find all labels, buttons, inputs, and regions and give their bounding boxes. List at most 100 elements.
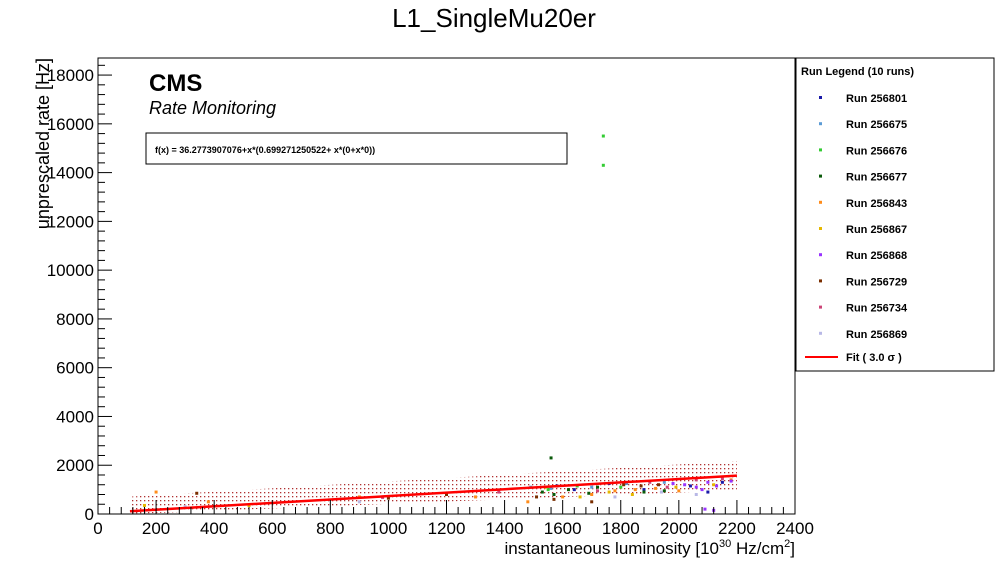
data-point — [572, 488, 576, 492]
y-tick-label: 8000 — [56, 310, 94, 329]
legend-marker — [819, 253, 822, 257]
data-point — [694, 478, 698, 482]
data-point — [665, 485, 669, 489]
data-point — [566, 488, 570, 492]
y-axis-title: unprescaled rate [Hz] — [33, 58, 53, 229]
fit-formula: f(x) = 36.2773907076+x*(0.699271250522+ … — [155, 145, 375, 155]
data-point — [154, 490, 158, 494]
data-point — [720, 480, 724, 484]
data-point — [474, 495, 478, 499]
legend-entry-label: Run 256676 — [846, 145, 907, 157]
data-point — [601, 134, 605, 138]
x-axis-title-close: ] — [790, 539, 795, 558]
x-axis-title-unit-exp: 2 — [784, 538, 790, 550]
legend-entry-label: Run 256868 — [846, 250, 907, 262]
data-point — [596, 489, 600, 493]
y-tick-label: 16000 — [47, 115, 94, 134]
x-tick-label: 2000 — [660, 519, 698, 538]
data-point — [688, 484, 692, 488]
data-point — [654, 486, 658, 490]
data-point — [625, 482, 629, 486]
data-point — [590, 500, 594, 504]
legend-fit-label: Fit ( 3.0 σ ) — [846, 352, 902, 364]
legend-entry-label: Run 256869 — [846, 329, 907, 341]
data-point — [703, 507, 707, 511]
x-tick-label: 600 — [258, 519, 286, 538]
data-point — [706, 490, 710, 494]
legend-marker — [819, 148, 822, 152]
data-point — [386, 496, 390, 500]
data-point — [648, 480, 652, 484]
data-point — [662, 489, 666, 493]
data-point — [546, 488, 550, 492]
data-point — [590, 492, 594, 496]
data-point — [659, 490, 663, 494]
legend-entry-label: Run 256734 — [846, 303, 908, 315]
x-axis-title-unit: Hz/cm — [731, 539, 784, 558]
data-point — [195, 491, 199, 495]
x-tick-label: 200 — [142, 519, 170, 538]
data-point — [715, 484, 719, 488]
data-point — [552, 497, 556, 501]
y-tick-label: 14000 — [47, 164, 94, 183]
x-tick-label: 1200 — [428, 519, 466, 538]
legend-entry-label: Run 256677 — [846, 172, 907, 184]
y-tick-label: 6000 — [56, 359, 94, 378]
data-point — [540, 490, 544, 494]
data-point — [497, 490, 501, 494]
x-axis-title: instantaneous luminosity [1030 Hz/cm2] — [504, 538, 795, 558]
data-point — [633, 488, 637, 492]
data-point — [596, 485, 600, 489]
y-tick-label: 10000 — [47, 261, 94, 280]
plot-frame — [97, 57, 796, 515]
fit-line — [129, 474, 737, 513]
data-point — [552, 492, 556, 496]
legend-marker — [819, 331, 822, 335]
legend-entry-label: Run 256867 — [846, 224, 907, 236]
data-point — [694, 492, 698, 496]
legend-box — [795, 57, 995, 372]
chart-title: L1_SingleMu20er — [392, 3, 596, 33]
fit-band — [129, 460, 737, 514]
fit-band-area — [129, 460, 737, 514]
y-tick-label: 18000 — [47, 66, 94, 85]
x-tick-label: 0 — [93, 519, 102, 538]
data-point — [587, 491, 591, 495]
legend-entry-label: Run 256843 — [846, 198, 907, 210]
data-point — [674, 485, 678, 489]
data-points — [142, 134, 733, 512]
y-tick-label: 4000 — [56, 407, 94, 426]
data-point — [642, 490, 646, 494]
data-point — [549, 486, 553, 490]
data-point — [720, 477, 724, 481]
data-point — [700, 488, 704, 492]
legend-entries: Run 256801 Run 256675 Run 256676 Run 256677… — [819, 93, 908, 341]
data-point — [622, 483, 626, 487]
data-point — [630, 492, 634, 496]
data-point — [694, 485, 698, 489]
data-point — [712, 483, 716, 487]
data-point — [590, 485, 594, 489]
x-axis-title-exp: 30 — [719, 538, 731, 550]
fit-formula-box — [145, 132, 568, 165]
data-point — [561, 495, 565, 499]
x-tick-label: 1600 — [544, 519, 582, 538]
data-point — [607, 490, 611, 494]
legend-marker — [819, 200, 822, 204]
legend-entry-label: Run 256729 — [846, 276, 907, 288]
x-tick-label: 1000 — [370, 519, 408, 538]
data-point — [729, 479, 733, 483]
rate-monitoring-label: Rate Monitoring — [149, 98, 276, 118]
data-point — [445, 492, 448, 496]
x-axis: 0 200 400 600 800 1000 1200 1400 1600 1800 2000 220… — [93, 500, 814, 538]
legend-marker — [819, 174, 822, 178]
data-point — [578, 495, 582, 499]
legend-marker — [819, 279, 822, 283]
data-point — [613, 489, 617, 493]
x-tick-label: 2200 — [718, 519, 756, 538]
data-point — [357, 500, 361, 504]
fit-line-group — [129, 474, 737, 513]
x-axis-title-main: instantaneous luminosity [10 — [504, 539, 719, 558]
data-point — [549, 456, 553, 460]
